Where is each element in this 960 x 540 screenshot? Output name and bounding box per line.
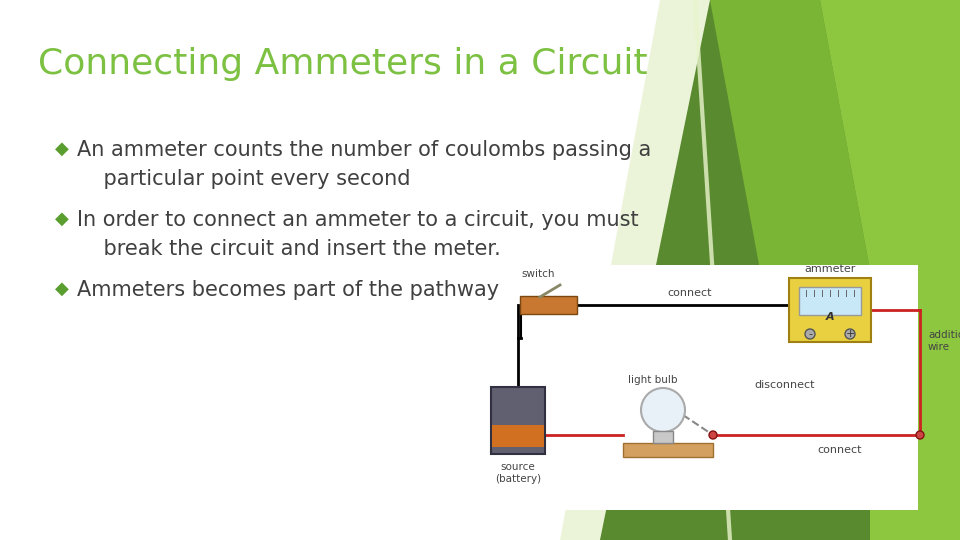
Text: connect: connect: [668, 288, 712, 298]
Polygon shape: [710, 0, 870, 270]
Text: source
(battery): source (battery): [495, 462, 541, 484]
Polygon shape: [560, 0, 720, 540]
Text: +: +: [846, 329, 854, 339]
Text: An ammeter counts the number of coulombs passing a
    particular point every se: An ammeter counts the number of coulombs…: [77, 140, 651, 189]
FancyBboxPatch shape: [492, 425, 544, 447]
Polygon shape: [820, 0, 870, 270]
Circle shape: [845, 329, 855, 339]
Circle shape: [805, 329, 815, 339]
FancyBboxPatch shape: [799, 287, 861, 315]
Polygon shape: [870, 480, 960, 540]
Text: ◆: ◆: [55, 280, 69, 298]
FancyBboxPatch shape: [653, 431, 673, 443]
Text: Connecting Ammeters in a Circuit: Connecting Ammeters in a Circuit: [38, 47, 648, 81]
FancyBboxPatch shape: [789, 278, 871, 342]
FancyBboxPatch shape: [488, 265, 918, 510]
Text: light bulb: light bulb: [628, 375, 678, 385]
Text: A: A: [826, 312, 834, 322]
FancyBboxPatch shape: [519, 296, 577, 314]
Text: -: -: [808, 329, 812, 339]
FancyBboxPatch shape: [491, 387, 545, 454]
Circle shape: [641, 388, 685, 432]
Text: additional
wire: additional wire: [928, 330, 960, 352]
Text: In order to connect an ammeter to a circuit, you must
    break the circuit and : In order to connect an ammeter to a circ…: [77, 210, 638, 259]
Polygon shape: [870, 0, 960, 540]
Text: Ammeters becomes part of the pathway: Ammeters becomes part of the pathway: [77, 280, 499, 300]
FancyBboxPatch shape: [623, 443, 713, 457]
Polygon shape: [600, 0, 870, 540]
Text: switch: switch: [521, 269, 555, 279]
Polygon shape: [600, 480, 870, 540]
Text: ◆: ◆: [55, 140, 69, 158]
Circle shape: [709, 431, 717, 439]
Text: ◆: ◆: [55, 210, 69, 228]
Text: connect: connect: [818, 445, 862, 455]
Circle shape: [916, 431, 924, 439]
Text: disconnect: disconnect: [755, 380, 815, 390]
Text: ammeter: ammeter: [804, 264, 855, 274]
